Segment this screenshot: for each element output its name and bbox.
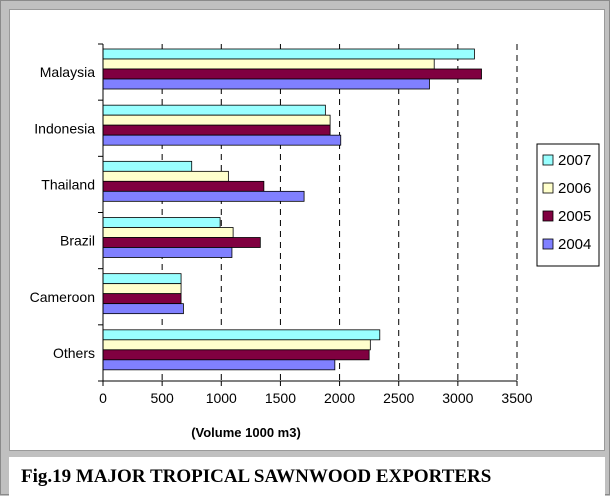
category-label-brazil: Brazil (60, 233, 95, 249)
bar-thailand-2004 (102, 190, 305, 202)
category-label-malaysia: Malaysia (40, 64, 95, 80)
bar-cameroon-2005 (102, 293, 182, 305)
legend-swatch-2004 (542, 238, 554, 250)
x-tick-label-3000: 3000 (442, 390, 473, 406)
bar-indonesia-2007 (102, 104, 326, 116)
chart-area: Malaysia Indonesia Thailand Brazil Cameroon O… (9, 9, 605, 451)
x-tick-label-2000: 2000 (324, 390, 355, 406)
bar-thailand-2006 (102, 170, 229, 182)
bar-others-2007 (102, 329, 381, 341)
grid-lines (161, 44, 518, 381)
bar-cameroon-2006 (102, 283, 182, 295)
bar-brazil-2006 (102, 227, 234, 238)
x-tick-label-1500: 1500 (265, 390, 296, 406)
bar-malaysia-2007 (102, 48, 475, 60)
bar-malaysia-2005 (102, 68, 482, 80)
bar-chart: Malaysia Indonesia Thailand Brazil Cameroon O… (30, 43, 600, 440)
legend-swatch-2006 (542, 182, 554, 194)
bar-cameroon-2004 (102, 303, 184, 315)
legend: 2007 2006 2005 2004 (536, 143, 600, 267)
caption-bar: Fig.19 MAJOR TROPICAL SAWNWOOD EXPORTERS (9, 457, 605, 496)
bar-malaysia-2006 (102, 58, 435, 70)
bar-thailand-2007 (102, 160, 193, 172)
bar-others-2005 (102, 349, 370, 361)
legend-swatch-2005 (542, 210, 554, 222)
bar-indonesia-2005 (102, 124, 331, 136)
x-tick-label-3500: 3500 (501, 390, 532, 406)
x-tick-label-1000: 1000 (206, 390, 237, 406)
legend-label-2004: 2004 (558, 236, 591, 253)
category-labels: Malaysia Indonesia Thailand Brazil Cameroon O… (30, 64, 96, 361)
x-tick-label-2500: 2500 (383, 390, 414, 406)
x-tick-labels: 0 500 1000 1500 2000 2500 3000 3500 (99, 390, 533, 406)
x-tick-label-500: 500 (150, 390, 174, 406)
category-label-thailand: Thailand (41, 176, 95, 192)
figure-caption: Fig.19 MAJOR TROPICAL SAWNWOOD EXPORTERS (21, 466, 492, 487)
legend-items: 2007 2006 2005 2004 (542, 152, 591, 253)
legend-label-2006: 2006 (558, 180, 591, 197)
category-label-others: Others (53, 345, 95, 361)
x-axis-title: (Volume 1000 m3) (191, 425, 301, 440)
bar-brazil-2004 (102, 247, 233, 258)
bar-cameroon-2007 (102, 273, 182, 285)
bars (102, 48, 482, 371)
bar-others-2006 (102, 339, 371, 351)
bar-indonesia-2004 (102, 134, 342, 146)
bar-brazil-2007 (102, 217, 221, 228)
legend-swatch-2007 (542, 154, 554, 166)
bar-thailand-2005 (102, 180, 265, 192)
bar-others-2004 (102, 359, 336, 371)
category-label-indonesia: Indonesia (34, 120, 95, 136)
axes (98, 43, 518, 386)
legend-label-2005: 2005 (558, 208, 591, 225)
x-tick-label-0: 0 (99, 390, 107, 406)
bar-brazil-2005 (102, 237, 261, 248)
bar-malaysia-2004 (102, 78, 430, 90)
legend-label-2007: 2007 (558, 152, 591, 169)
bar-indonesia-2006 (102, 114, 331, 126)
category-label-cameroon: Cameroon (30, 289, 95, 305)
